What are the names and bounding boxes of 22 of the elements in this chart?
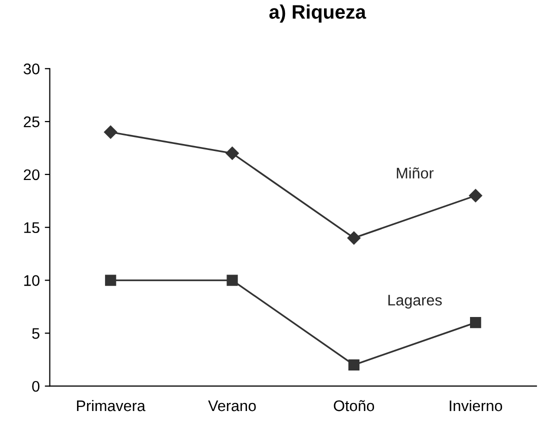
point [348, 359, 360, 370]
x-tick-label: Otoño [334, 400, 374, 412]
point [226, 146, 239, 160]
point [104, 126, 118, 139]
point [105, 274, 116, 286]
x-tick-label: Verano [208, 400, 256, 412]
y-tick-label: 0 [32, 380, 40, 392]
series-label: Miñor [396, 167, 434, 179]
y-tick-label: 25 [24, 116, 40, 128]
y-tick-label: 10 [24, 275, 40, 286]
y-tick-label: 15 [24, 222, 40, 234]
y-tick-label: 5 [32, 328, 40, 339]
point [226, 274, 238, 286]
series-label: Lagares [388, 294, 442, 309]
chart-title: a) Riqueza [269, 4, 366, 23]
point [468, 189, 482, 202]
point [470, 317, 482, 328]
x-tick-label: Primavera [77, 400, 146, 412]
point [347, 231, 361, 245]
x-tick-label: Invierno [450, 400, 502, 412]
y-tick-label: 20 [24, 169, 40, 180]
y-tick-label: 30 [24, 64, 40, 74]
